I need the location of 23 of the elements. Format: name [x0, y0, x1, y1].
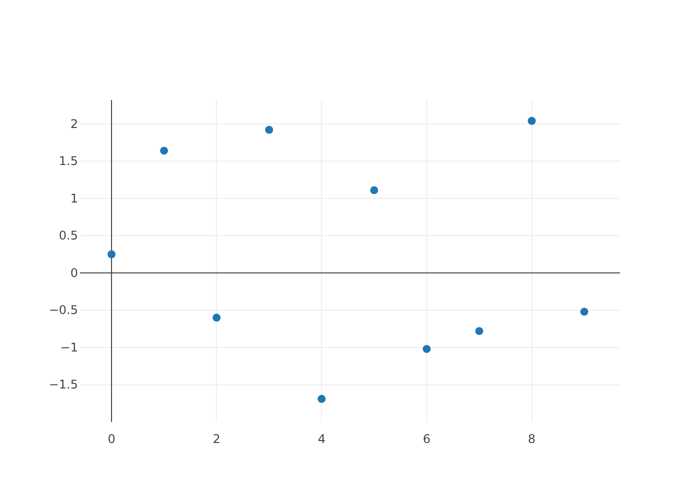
- y-tick-label: −1.5: [48, 378, 78, 392]
- point: [475, 327, 484, 336]
- y-tick-label: 1: [70, 191, 78, 206]
- y-tick-label: 2: [70, 116, 78, 131]
- y-tick-label: 0: [70, 266, 78, 280]
- point: [370, 186, 378, 194]
- point: [160, 146, 168, 155]
- x-tick-label: 8: [528, 432, 536, 446]
- y-tick-label: 0.5: [58, 228, 78, 243]
- x-tick-label: 0: [108, 432, 116, 446]
- point: [318, 394, 326, 403]
- x-tick-label: 2: [212, 432, 220, 446]
- point: [108, 250, 116, 258]
- point: [422, 344, 431, 353]
- point: [265, 126, 274, 134]
- x-tick-label: 4: [318, 432, 326, 446]
- x-tick-label: 6: [422, 432, 431, 446]
- y-tick-label: 1.5: [58, 154, 78, 168]
- point: [580, 308, 588, 316]
- point: [528, 116, 536, 125]
- y-tick-label: −1: [60, 340, 78, 354]
- point: [212, 314, 221, 322]
- y-tick-label: −0.5: [48, 303, 78, 318]
